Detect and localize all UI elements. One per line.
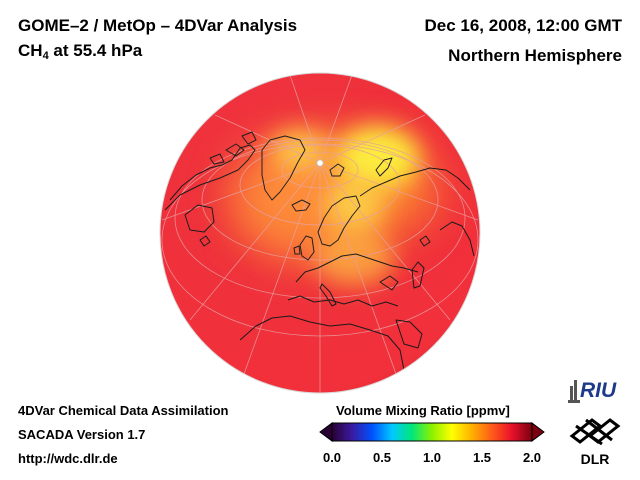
dlr-logo-text: DLR [581,451,610,467]
dlr-logo: DLR [569,418,621,467]
colorbar-tick-label: 0.5 [372,450,392,465]
colorbar-tick-label: 1.5 [472,450,492,465]
colorbar-gradient [331,422,533,442]
riu-logo: RIU [568,379,617,403]
footer-url: http://wdc.dlr.de [18,451,118,466]
title-line1: GOME–2 / MetOp – 4DVar Analysis [18,16,298,35]
globe-rim [159,72,481,394]
globe-map [159,72,481,394]
colorbar-high-arrow [531,422,545,442]
species-subscript: 4 [42,50,49,62]
north-pole-marker [316,159,324,167]
colorbar-title: Volume Mixing Ratio [ppmv] [336,403,510,418]
colorbar-tick-label: 0.0 [322,450,342,465]
colorbar-tick-label: 1.0 [422,450,442,465]
globe-shading [160,73,480,393]
colorbar [319,422,545,442]
footer-line1: 4DVar Chemical Data Assimilation [18,403,229,418]
riu-logo-text: RIU [580,379,617,402]
date-label: Dec 16, 2008, 12:00 GMT [424,16,622,35]
title-line2: CH4 at 55.4 hPa [18,41,142,62]
region-label: Northern Hemisphere [448,46,622,65]
pressure-level: at 55.4 hPa [48,41,143,60]
colorbar-tick-label: 2.0 [522,450,542,465]
species-name: CH [18,41,43,60]
footer-line2: SACADA Version 1.7 [18,427,146,442]
colorbar-low-arrow [319,422,333,442]
